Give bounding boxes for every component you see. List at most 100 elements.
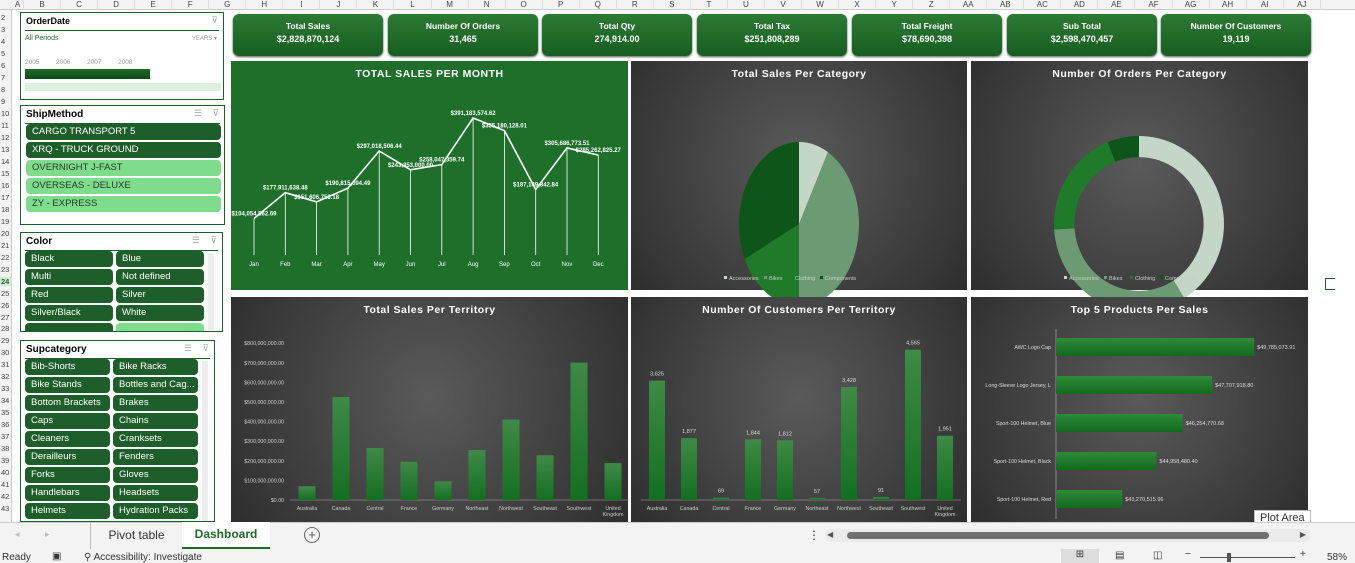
column-header-AJ[interactable]: AJ: [1284, 0, 1321, 10]
subcategory-item[interactable]: Derailleurs: [25, 449, 110, 465]
chart-total-sales-per-territory[interactable]: Total Sales Per Territory Australia Canada…: [231, 297, 630, 522]
shipmethod-item[interactable]: CARGO TRANSPORT 5: [26, 124, 221, 140]
column-header-K[interactable]: K: [357, 0, 395, 10]
row-header-36[interactable]: 36: [1, 420, 10, 430]
row-header-27[interactable]: 27: [1, 312, 10, 322]
year-label-2007[interactable]: 2007: [87, 59, 102, 66]
column-header-G[interactable]: G: [209, 0, 247, 10]
next-sheet-icon[interactable]: ▸: [45, 529, 50, 539]
color-item[interactable]: [116, 323, 204, 331]
scrollbar-thumb[interactable]: [847, 532, 1269, 539]
subcategory-item[interactable]: Hydration Packs: [113, 503, 198, 519]
clear-filter-icon[interactable]: ⊽: [212, 108, 219, 118]
year-label-2005[interactable]: 2005: [25, 59, 40, 66]
column-header-B[interactable]: B: [24, 0, 61, 10]
column-header-R[interactable]: R: [617, 0, 654, 10]
row-header-9[interactable]: 9: [1, 96, 6, 106]
column-header-U[interactable]: U: [728, 0, 765, 10]
subcategory-item[interactable]: Fenders: [113, 449, 198, 465]
color-item[interactable]: White: [116, 305, 204, 321]
subcategory-item[interactable]: Headsets: [113, 485, 198, 501]
page-layout-button[interactable]: ▤: [1115, 550, 1125, 561]
row-header-38[interactable]: 38: [1, 444, 10, 454]
column-header-O[interactable]: O: [506, 0, 543, 10]
row-header-33[interactable]: 33: [1, 384, 10, 394]
color-item[interactable]: Multi: [25, 269, 113, 285]
column-header-J[interactable]: J: [320, 0, 358, 10]
shipmethod-item[interactable]: OVERSEAS - DELUXE: [26, 178, 221, 194]
macro-icon[interactable]: ▣: [52, 551, 62, 562]
color-item[interactable]: Not defined: [116, 269, 204, 285]
slicer-scrollbar[interactable]: [208, 253, 214, 331]
normal-view-button[interactable]: ⊞: [1061, 549, 1099, 563]
add-sheet-button[interactable]: +: [304, 527, 320, 543]
row-header-14[interactable]: 14: [1, 156, 10, 166]
chart-customers-per-territory[interactable]: Number Of Customers Per Territory 3,625 Au…: [631, 297, 967, 522]
column-header-W[interactable]: W: [802, 0, 840, 10]
color-item[interactable]: Silver/Black: [25, 305, 113, 321]
column-header-Q[interactable]: Q: [580, 0, 617, 10]
row-header-13[interactable]: 13: [1, 144, 10, 154]
subcategory-item[interactable]: Forks: [25, 467, 110, 483]
multi-select-icon[interactable]: ☰: [183, 343, 192, 353]
row-header-20[interactable]: 20: [1, 228, 10, 238]
column-header-A[interactable]: A: [12, 0, 24, 10]
column-header-F[interactable]: F: [172, 0, 210, 10]
shipmethod-item[interactable]: XRQ - TRUCK GROUND: [26, 142, 221, 158]
row-header-43[interactable]: 43: [1, 504, 10, 514]
time-level-dropdown[interactable]: YEARS ▾: [191, 36, 217, 42]
multi-select-icon[interactable]: ☰: [193, 108, 202, 118]
color-item[interactable]: Black: [25, 251, 113, 267]
color-item[interactable]: Red: [25, 287, 113, 303]
column-header-L[interactable]: L: [395, 0, 432, 10]
shipmethod-item[interactable]: ZY - EXPRESS: [26, 196, 221, 212]
timeline-scrollbar[interactable]: [25, 83, 221, 91]
row-header-15[interactable]: 15: [1, 168, 10, 178]
selection-handle[interactable]: [1325, 278, 1335, 290]
row-header-35[interactable]: 35: [1, 408, 10, 418]
column-header-AG[interactable]: AG: [1173, 0, 1210, 10]
clear-filter-icon[interactable]: ⊽: [210, 235, 217, 245]
row-header-11[interactable]: 11: [1, 120, 9, 130]
subcategory-item[interactable]: Helmets: [25, 503, 110, 519]
chart-total-sales-per-category[interactable]: Total Sales Per Category Accessories Bikes…: [631, 61, 967, 306]
row-header-24[interactable]: 24: [0, 276, 12, 286]
row-header-23[interactable]: 23: [1, 264, 10, 274]
subcategory-item[interactable]: Cranksets: [113, 431, 198, 447]
subcategory-item[interactable]: Chains: [113, 413, 198, 429]
subcategory-item[interactable]: Bike Stands: [25, 377, 110, 393]
clear-filter-icon[interactable]: ⊽: [211, 15, 218, 25]
row-header-42[interactable]: 42: [1, 492, 10, 502]
row-header-5[interactable]: 5: [1, 48, 6, 58]
column-header-Y[interactable]: Y: [876, 0, 914, 10]
accessibility-status[interactable]: ⚲ Accessibility: Investigate: [84, 552, 202, 563]
subcategory-item[interactable]: Bike Racks: [113, 359, 198, 375]
column-header-I[interactable]: I: [283, 0, 321, 10]
subcategory-item[interactable]: Gloves: [113, 467, 198, 483]
column-header-AC[interactable]: AC: [1024, 0, 1062, 10]
column-header-AD[interactable]: AD: [1061, 0, 1099, 10]
row-header-28[interactable]: 28: [1, 324, 10, 334]
subcategory-item[interactable]: Brakes: [113, 395, 198, 411]
row-header-19[interactable]: 19: [1, 216, 10, 226]
timeline-selection-bar[interactable]: [25, 69, 150, 79]
row-header-18[interactable]: 18: [1, 204, 10, 214]
tab-pivot-table[interactable]: Pivot table: [90, 523, 182, 549]
column-header-T[interactable]: T: [691, 0, 728, 10]
subcategory-item[interactable]: Caps: [25, 413, 110, 429]
row-header-10[interactable]: 10: [1, 108, 10, 118]
row-header-8[interactable]: 8: [1, 84, 6, 94]
prev-sheet-icon[interactable]: ◂: [15, 529, 20, 539]
horizontal-scrollbar[interactable]: ◀ ▶: [825, 529, 1310, 542]
row-header-4[interactable]: 4: [1, 36, 6, 46]
row-header-32[interactable]: 32: [1, 372, 10, 382]
row-header-39[interactable]: 39: [1, 456, 10, 466]
zoom-slider-thumb[interactable]: [1227, 553, 1231, 562]
shipmethod-item[interactable]: OVERNIGHT J-FAST: [26, 160, 221, 176]
orderdate-timeline-slicer[interactable]: OrderDate ⊽ All Periods YEARS ▾ 2005 2006…: [20, 12, 224, 100]
subcategory-item[interactable]: Handlebars: [25, 485, 110, 501]
zoom-slider[interactable]: [1200, 553, 1295, 562]
row-header-21[interactable]: 21: [1, 240, 10, 250]
column-header-D[interactable]: D: [98, 0, 136, 10]
row-header-26[interactable]: 26: [1, 300, 10, 310]
